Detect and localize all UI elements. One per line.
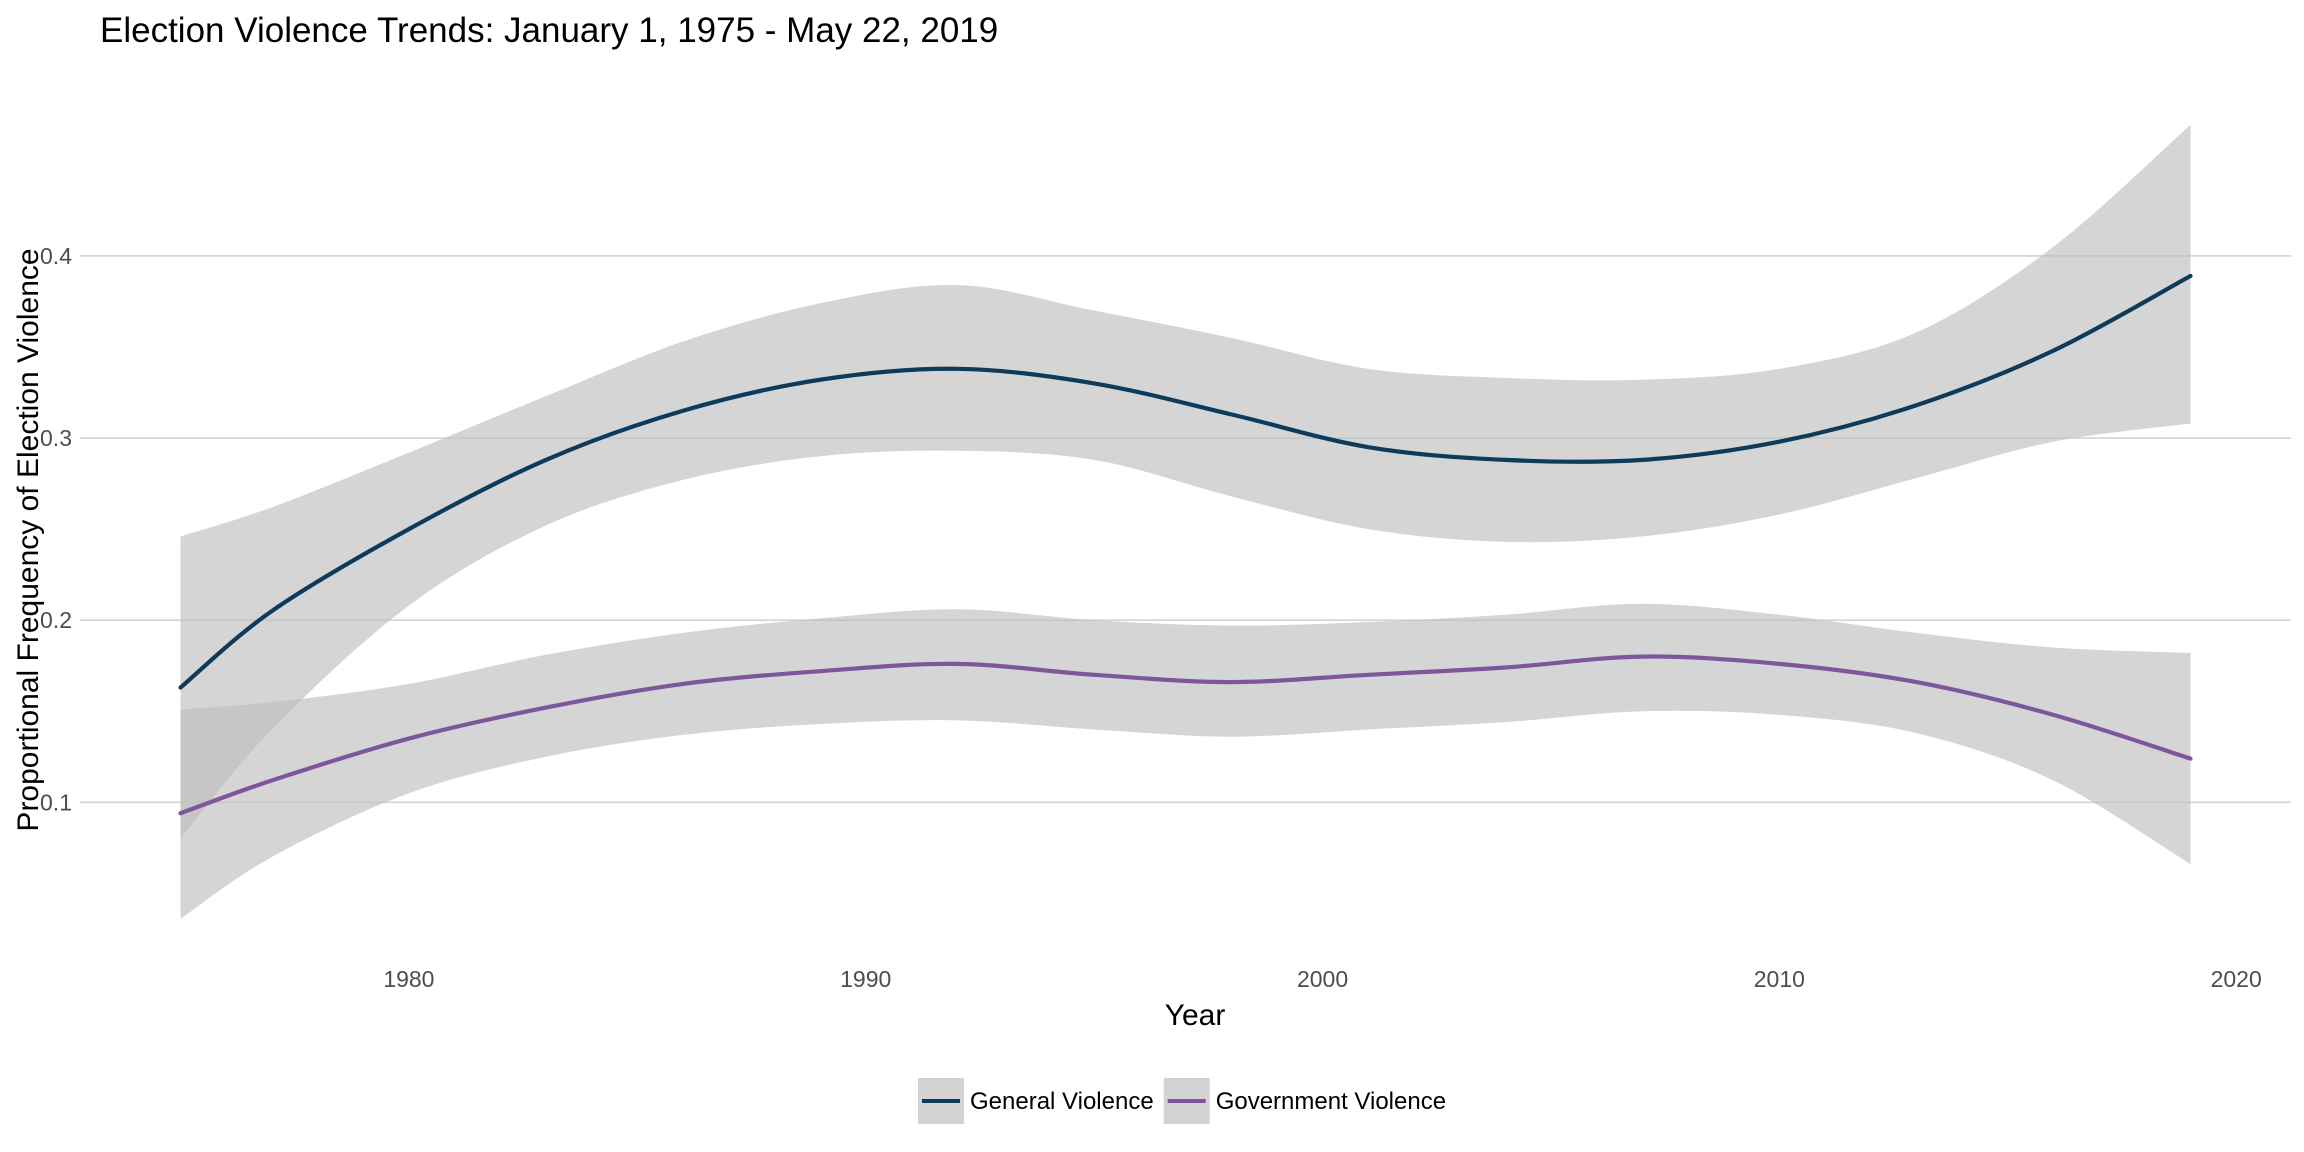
x-tick-label: 2010 [1754,966,1805,992]
series-line [178,654,2193,816]
x-axis-ticks: 1980 1990 2000 2010 2020 [383,966,2261,992]
series-lines [178,273,2193,816]
legend: General Violence Government Violence [918,1078,1446,1124]
x-tick-label: 1990 [840,966,891,992]
y-tick-label: 0.4 [40,243,72,269]
x-tick-label: 1980 [383,966,434,992]
y-tick-label: 0.3 [40,425,72,451]
confidence-bands [180,124,2191,919]
y-axis-ticks: 0.1 0.2 0.3 0.4 [40,243,72,815]
y-tick-label: 0.2 [40,607,72,633]
y-axis-title: Proportional Frequency of Election Viole… [12,248,45,831]
x-tick-label: 2000 [1297,966,1348,992]
legend-label: Government Violence [1216,1088,1446,1115]
series-line [178,273,2193,690]
x-tick-label: 2020 [2211,966,2262,992]
x-axis-title: Year [1165,999,1226,1032]
chart-title: Election Violence Trends: January 1, 197… [100,11,998,50]
confidence-band [180,124,2191,839]
confidence-band [180,603,2191,919]
legend-label: General Violence [970,1088,1154,1115]
y-tick-label: 0.1 [40,789,72,815]
